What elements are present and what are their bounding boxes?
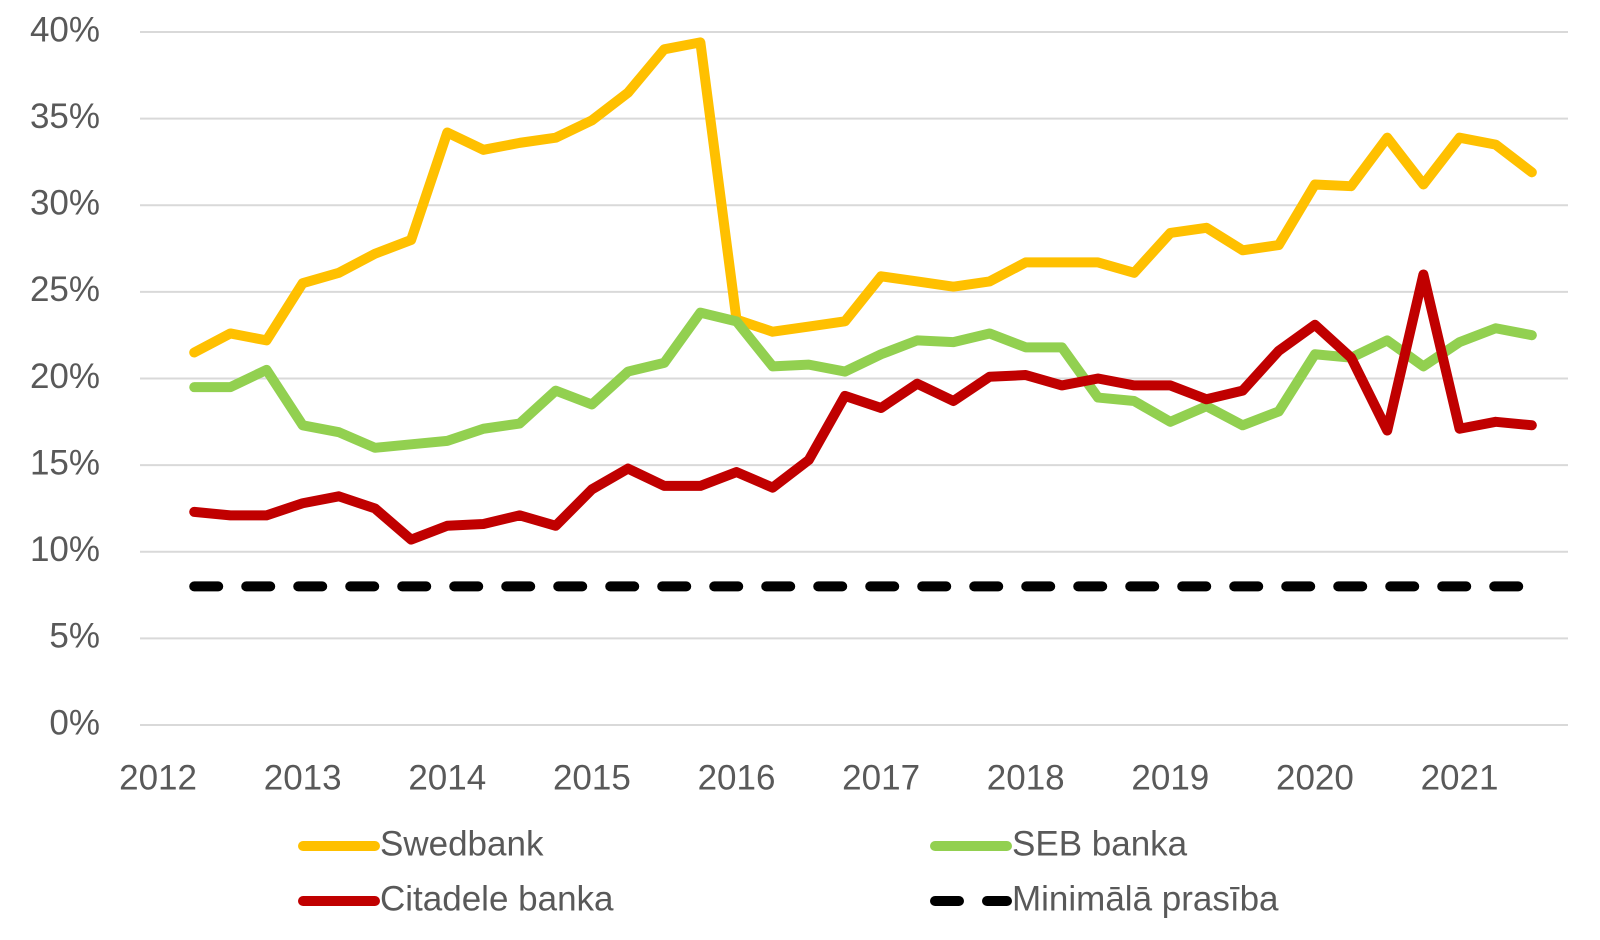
x-tick-label: 2013: [264, 758, 342, 797]
x-tick-label: 2019: [1131, 758, 1209, 797]
x-tick-label: 2021: [1421, 758, 1499, 797]
y-tick-label: 40%: [30, 10, 100, 49]
y-tick-label: 20%: [30, 357, 100, 396]
y-tick-label: 15%: [30, 443, 100, 482]
series-line: [189, 307, 1537, 453]
series-line: [189, 37, 1537, 358]
y-tick-label: 30%: [30, 184, 100, 223]
y-tick-label: 5%: [49, 617, 100, 656]
x-tick-label: 2012: [119, 758, 197, 797]
legend-label: Swedbank: [380, 824, 544, 863]
x-tick-label: 2017: [842, 758, 920, 797]
legend-label: Minimālā prasība: [1012, 879, 1279, 918]
x-tick-label: 2014: [408, 758, 486, 797]
y-tick-label: 10%: [30, 530, 100, 569]
series-line: [189, 269, 1537, 545]
legend-label: SEB banka: [1012, 824, 1188, 863]
x-tick-label: 2018: [987, 758, 1065, 797]
y-tick-label: 35%: [30, 97, 100, 136]
x-tick-label: 2016: [698, 758, 776, 797]
y-tick-label: 25%: [30, 270, 100, 309]
x-tick-label: 2015: [553, 758, 631, 797]
y-tick-label: 0%: [49, 703, 100, 742]
x-tick-label: 2020: [1276, 758, 1354, 797]
legend-label: Citadele banka: [380, 879, 614, 918]
